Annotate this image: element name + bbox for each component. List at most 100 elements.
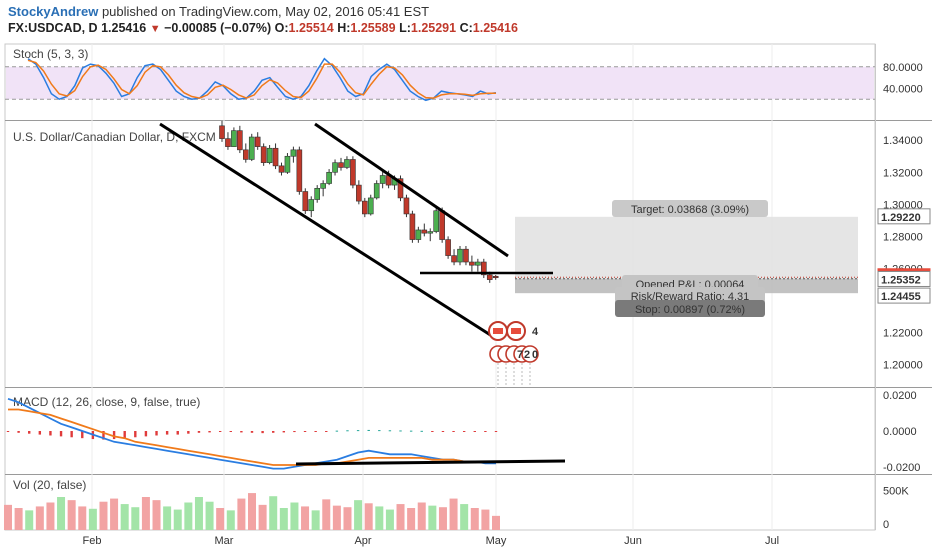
volume-bar — [57, 497, 66, 530]
price-y-tick: 1.20000 — [883, 360, 923, 372]
price-axis-label: 1.24455 — [877, 287, 931, 304]
macd-histogram-bar — [81, 431, 84, 439]
price-axis-label-text: 1.25352 — [881, 274, 921, 286]
price-axis-label-bg — [877, 208, 931, 225]
macd-histogram-bar — [229, 431, 232, 432]
stoch-band — [6, 66, 874, 100]
macd-histogram-bar — [409, 430, 413, 432]
stop-label[interactable]: Stop: 0.00897 (0.72%) — [615, 300, 765, 317]
candle-body — [427, 231, 434, 234]
macd-histogram-bar — [388, 430, 392, 432]
candle-body — [463, 248, 469, 263]
volume-bar — [99, 501, 108, 530]
event-count: 2 — [524, 349, 530, 361]
macd-histogram-bar — [123, 431, 126, 439]
high-value: 1.25589 — [350, 21, 396, 35]
candle-body — [361, 200, 368, 215]
high-label: H: — [337, 21, 351, 35]
x-tick-label: Jul — [765, 535, 779, 547]
volume-bar — [120, 504, 129, 530]
volume-bar — [385, 509, 394, 530]
x-tick-label: Apr — [354, 535, 371, 547]
macd-y-tick: -0.0200 — [883, 462, 920, 474]
candle-body — [445, 239, 451, 256]
candle-body — [284, 155, 291, 173]
stoch-title: Stoch (5, 3, 3) — [13, 47, 88, 61]
macd-histogram-bar — [17, 431, 20, 433]
candle-body — [421, 229, 428, 234]
event-flag-icon[interactable] — [506, 321, 526, 341]
symbol-label[interactable]: FX:USDCAD, D — [8, 21, 98, 35]
close-value: 1.25416 — [472, 21, 518, 35]
volume-bar — [141, 497, 150, 530]
price-axis-label: 1.29220 — [877, 208, 931, 225]
macd-histogram-bar — [484, 431, 487, 432]
macd-histogram-bar — [431, 431, 434, 432]
volume-bar — [14, 508, 23, 530]
channel-upper-line[interactable] — [314, 122, 509, 258]
event-flag-icon[interactable] — [521, 345, 539, 386]
flag-fill — [493, 328, 503, 334]
volume-bar — [46, 502, 55, 530]
candle-body — [367, 197, 374, 215]
x-tick-label: Feb — [83, 535, 102, 547]
author-link[interactable]: StockyAndrew — [8, 4, 99, 19]
open-label: O: — [274, 21, 289, 35]
candle-body — [332, 162, 338, 173]
volume-bar — [332, 505, 341, 530]
stoch-series-line — [27, 59, 496, 99]
price-axis-label-text: 1.29220 — [881, 212, 921, 224]
candle-body — [409, 213, 416, 240]
candle-body — [320, 183, 326, 189]
candle-body — [314, 188, 321, 200]
macd-trend-line[interactable] — [295, 459, 566, 466]
candle-body — [457, 248, 463, 263]
macd-histogram-bar — [272, 431, 275, 433]
macd-histogram-bar — [70, 431, 73, 438]
candle-body — [326, 171, 332, 184]
candle-body — [344, 159, 350, 168]
macd-histogram-bar — [176, 431, 179, 435]
candle-body — [475, 261, 481, 266]
flag-fill — [511, 328, 521, 334]
candle-body — [356, 184, 362, 202]
close-label: C: — [459, 21, 473, 35]
macd-histogram-bar — [378, 430, 381, 432]
macd-histogram-bar — [303, 431, 307, 432]
candle-body — [433, 210, 440, 232]
x-tick-label: Jun — [624, 535, 642, 547]
macd-histogram-bar — [325, 431, 328, 432]
volume-bar — [226, 510, 235, 530]
event-count: 4 — [532, 326, 539, 338]
volume-bar — [163, 506, 172, 530]
volume-bar — [492, 515, 500, 530]
macd-histogram-bar — [112, 431, 116, 440]
volume-bar — [417, 502, 426, 530]
candle-body — [296, 149, 303, 192]
macd-histogram-bar — [346, 430, 349, 432]
volume-bar — [173, 509, 182, 530]
volume-bar — [4, 504, 12, 530]
macd-histogram-bar — [187, 431, 190, 434]
candle-body — [397, 178, 404, 199]
macd-histogram-bar — [367, 429, 370, 431]
macd-title: MACD (12, 26, close, 9, false, true) — [13, 395, 200, 409]
macd-histogram-bar — [59, 431, 63, 437]
macd-histogram-bar — [28, 431, 31, 434]
stoch-y-tick: 80.0000 — [883, 62, 923, 74]
channel-lower-line[interactable] — [159, 122, 493, 338]
macd-histogram-bar — [102, 431, 105, 440]
volume-bar — [354, 500, 363, 530]
rr-label-bg — [615, 287, 765, 304]
event-flag-icon[interactable] — [488, 321, 508, 341]
publish-line: StockyAndrew published on TradingView.co… — [8, 4, 429, 19]
macd-histogram-bar — [49, 431, 52, 436]
candle-body — [243, 149, 249, 160]
candle-body — [260, 146, 267, 163]
target-label[interactable]: Target: 0.03868 (3.09%) — [612, 200, 768, 217]
volume-bar — [78, 506, 87, 530]
event-count: 0 — [532, 349, 538, 361]
published-text: published on TradingView.com, May 02, 20… — [101, 4, 430, 19]
candle-body — [266, 147, 273, 163]
